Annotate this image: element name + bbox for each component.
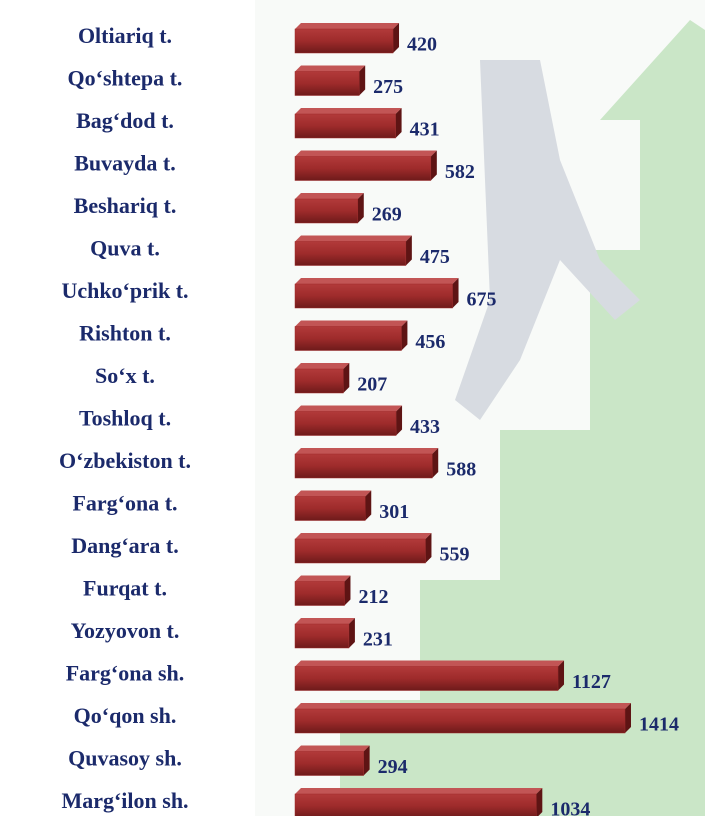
bar-side: [393, 23, 400, 53]
bar-side: [432, 448, 439, 478]
category-label: Farg‘ona sh.: [66, 661, 185, 686]
bar: [294, 666, 559, 691]
bar: [294, 793, 537, 816]
category-label: Furqat t.: [83, 576, 167, 601]
bar-top: [295, 448, 439, 454]
bar-side: [343, 363, 350, 393]
value-label: 212: [358, 586, 388, 608]
bar: [294, 71, 360, 96]
bar: [294, 198, 359, 224]
bar-side: [363, 745, 370, 776]
bar-side: [357, 193, 364, 223]
bar-top: [295, 618, 355, 624]
bar-side: [401, 320, 408, 351]
bar-top: [295, 490, 372, 497]
bar-side: [396, 405, 403, 436]
value-label: 456: [415, 331, 445, 353]
bar-top: [295, 745, 370, 752]
category-label: Farg‘ona t.: [72, 491, 177, 516]
value-label: 588: [446, 459, 476, 481]
value-label: 1414: [639, 714, 679, 736]
value-label: 301: [379, 501, 409, 523]
category-label: Oltiariq t.: [78, 23, 172, 48]
bar: [294, 28, 394, 54]
category-label: So‘x t.: [95, 363, 155, 388]
bar-side: [558, 660, 565, 691]
value-label: 559: [439, 544, 469, 566]
bar-top: [295, 703, 631, 709]
category-label: Beshariq t.: [74, 193, 177, 218]
bar-top: [295, 320, 408, 327]
category-label: Marg‘ilon sh.: [61, 788, 188, 813]
bar-top: [295, 193, 364, 199]
value-label: 431: [410, 119, 440, 141]
bar-top: [295, 660, 565, 667]
bar-top: [295, 235, 412, 242]
bar: [294, 156, 432, 181]
value-label: 420: [407, 34, 437, 56]
bar: [294, 326, 402, 351]
category-label: Dang‘ara t.: [71, 533, 179, 558]
category-label: Bag‘dod t.: [76, 108, 174, 133]
bar-side: [359, 65, 366, 96]
category-label: Yozyovon t.: [71, 618, 180, 643]
value-label: 207: [357, 374, 387, 396]
bar: [294, 241, 407, 266]
bar-top: [295, 533, 432, 539]
category-label: Quva t.: [90, 236, 160, 261]
bar: [294, 368, 344, 394]
bar: [294, 411, 397, 436]
bar: [294, 453, 433, 479]
category-label: Qo‘qon sh.: [74, 703, 177, 728]
bar-side: [425, 533, 432, 563]
value-label: 582: [445, 161, 475, 183]
bar-side: [344, 575, 351, 606]
category-label: Quvasoy sh.: [68, 746, 182, 771]
bar-top: [295, 575, 351, 582]
bar-side: [625, 703, 631, 733]
category-label: Buvayda t.: [74, 151, 175, 176]
value-label: 294: [378, 756, 408, 778]
bar-top: [295, 363, 350, 369]
value-label: 675: [467, 289, 497, 311]
value-label: 269: [372, 204, 402, 226]
bar-top: [295, 278, 459, 284]
bar: [294, 113, 396, 139]
bar-top: [295, 23, 400, 29]
bar-side: [430, 150, 437, 181]
value-label: 1127: [572, 671, 611, 693]
bar-side: [536, 788, 543, 816]
bar-top: [295, 150, 437, 157]
bar: [294, 708, 626, 734]
bar-side: [365, 490, 372, 521]
bar-side: [452, 278, 459, 308]
category-label: Uchko‘prik t.: [61, 278, 188, 303]
bar-side: [395, 108, 402, 138]
bar-top: [295, 788, 543, 794]
category-label: O‘zbekiston t.: [59, 448, 191, 473]
bar-side: [405, 235, 412, 266]
bar: [294, 623, 350, 649]
value-label: 275: [373, 76, 403, 98]
value-label: 433: [410, 416, 440, 438]
bar: [294, 581, 345, 606]
bar: [294, 538, 426, 564]
bar: [294, 283, 453, 309]
category-label: Toshloq t.: [79, 406, 171, 431]
category-label: Rishton t.: [79, 321, 171, 346]
bar: [294, 496, 366, 521]
bar-side: [348, 618, 355, 648]
bar: [294, 751, 364, 776]
value-label: 1034: [550, 799, 590, 816]
bar-top: [295, 65, 366, 72]
value-label: 475: [420, 246, 450, 268]
category-label: Qo‘shtepa t.: [68, 66, 183, 91]
bar-top: [295, 405, 403, 412]
bar-top: [295, 108, 402, 114]
value-label: 231: [363, 629, 393, 651]
